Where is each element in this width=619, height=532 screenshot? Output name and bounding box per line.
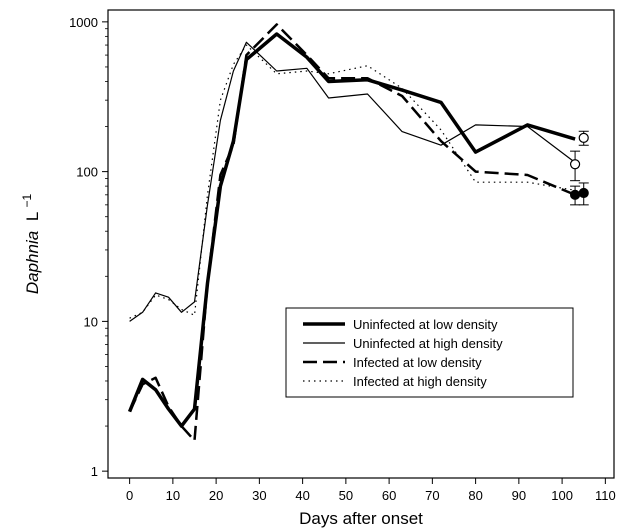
plot-frame xyxy=(107,9,615,479)
legend-label-0: Uninfected at low density xyxy=(353,317,498,332)
x-axis-ticks: 0 10 20 30 40 50 60 70 80 90 100 110 xyxy=(126,478,616,503)
y-axis-title-exponent: −1 xyxy=(20,194,34,208)
x-axis-title: Days after onset xyxy=(299,509,423,528)
legend-label-2: Infected at low density xyxy=(353,355,482,370)
end-point-3 xyxy=(578,187,589,199)
y-tick-label: 10 xyxy=(84,314,98,329)
series-line-1 xyxy=(129,41,576,322)
y-tick-label: 100 xyxy=(76,165,98,180)
legend-label-1: Uninfected at high density xyxy=(353,336,503,351)
y-axis-title-unit: L xyxy=(23,212,42,221)
end-point-0 xyxy=(578,132,589,143)
end-point-2 xyxy=(569,189,581,200)
x-tick-label: 50 xyxy=(339,488,353,503)
y-axis-title-main: Daphnia xyxy=(23,231,42,294)
legend-label-3: Infected at high density xyxy=(353,374,487,389)
y-axis-ticks: 1 10 100 1000 xyxy=(69,15,108,479)
x-tick-label: 20 xyxy=(209,488,223,503)
x-tick-label: 30 xyxy=(252,488,266,503)
x-tick-label: 100 xyxy=(551,488,573,503)
end-point-1 xyxy=(569,159,581,170)
end-markers xyxy=(569,130,589,206)
y-tick-label: 1 xyxy=(91,464,98,479)
series-layer xyxy=(127,23,576,442)
legend: Uninfected at low density Uninfected at … xyxy=(285,307,574,398)
series-line-3 xyxy=(129,44,576,319)
series-line-2 xyxy=(128,23,576,442)
y-axis-title: Daphnia L −1 xyxy=(20,194,42,295)
x-tick-label: 10 xyxy=(166,488,180,503)
x-tick-label: 90 xyxy=(512,488,526,503)
x-tick-label: 80 xyxy=(468,488,482,503)
x-tick-label: 40 xyxy=(295,488,309,503)
x-tick-label: 110 xyxy=(595,488,616,503)
x-tick-label: 70 xyxy=(425,488,439,503)
y-tick-label: 1000 xyxy=(69,15,98,30)
x-tick-label: 60 xyxy=(382,488,396,503)
x-tick-label: 0 xyxy=(126,488,133,503)
